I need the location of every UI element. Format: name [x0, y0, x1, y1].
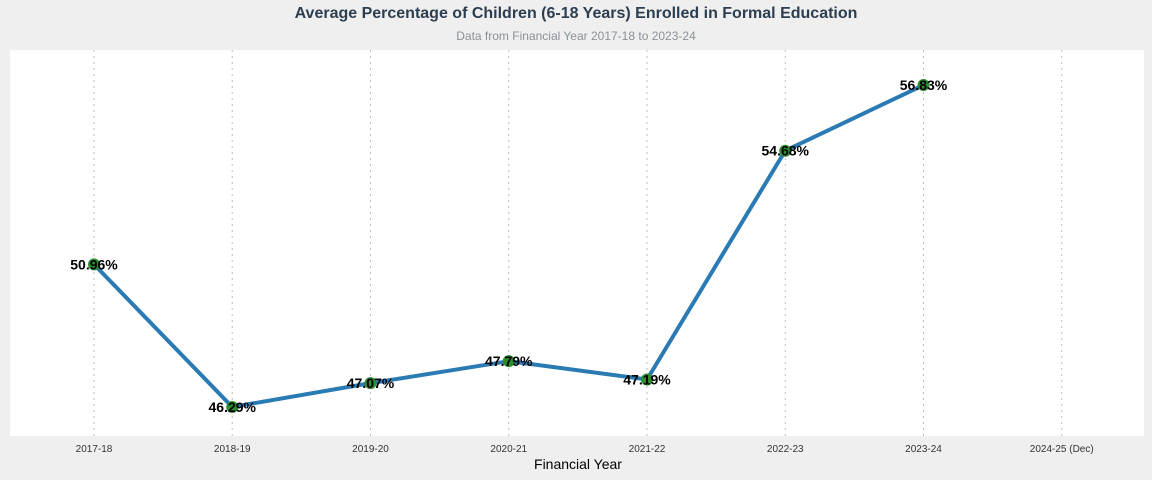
x-tick-label: 2022-23 [767, 444, 804, 455]
x-tick-labels: 2017-18 2018-19 2019-20 2020-21 2021-22 2022-… [76, 444, 1094, 455]
data-point [88, 258, 100, 271]
data-label: 50.96% [70, 256, 118, 272]
x-tick-label: 2019-20 [352, 444, 389, 455]
x-tick-label: 2024-25 (Dec) [1030, 444, 1094, 455]
data-label: 47.79% [485, 353, 533, 369]
data-point [226, 400, 239, 413]
chart-title: Average Percentage of Children (6-18 Yea… [294, 5, 858, 22]
data-point [641, 373, 653, 386]
data-points [88, 79, 930, 413]
grid-lines [93, 50, 1063, 436]
data-label: 47.19% [623, 371, 671, 387]
chart-subtitle: Data from Financial Year 2017-18 to 2023… [456, 29, 696, 43]
data-label: 46.29% [209, 399, 257, 415]
data-point [779, 144, 792, 157]
x-tick-label: 2017-18 [76, 444, 113, 455]
data-point [502, 355, 515, 368]
x-tick-label: 2023-24 [905, 444, 942, 455]
data-label: 47.07% [347, 375, 395, 391]
x-tick-label: 2018-19 [214, 444, 251, 455]
data-labels: 50.96% 46.29% 47.07% 47.79% 47.19% 54.68% 56.8… [70, 77, 948, 415]
x-tick-label: 2021-22 [629, 444, 666, 455]
plot-area [10, 50, 1144, 436]
data-point [917, 79, 930, 92]
x-axis-label: Financial Year [534, 456, 622, 472]
x-tick-label: 2020-21 [490, 444, 527, 455]
data-label: 56.83% [900, 77, 948, 93]
data-label: 54.68% [762, 143, 810, 159]
data-point [364, 377, 377, 390]
